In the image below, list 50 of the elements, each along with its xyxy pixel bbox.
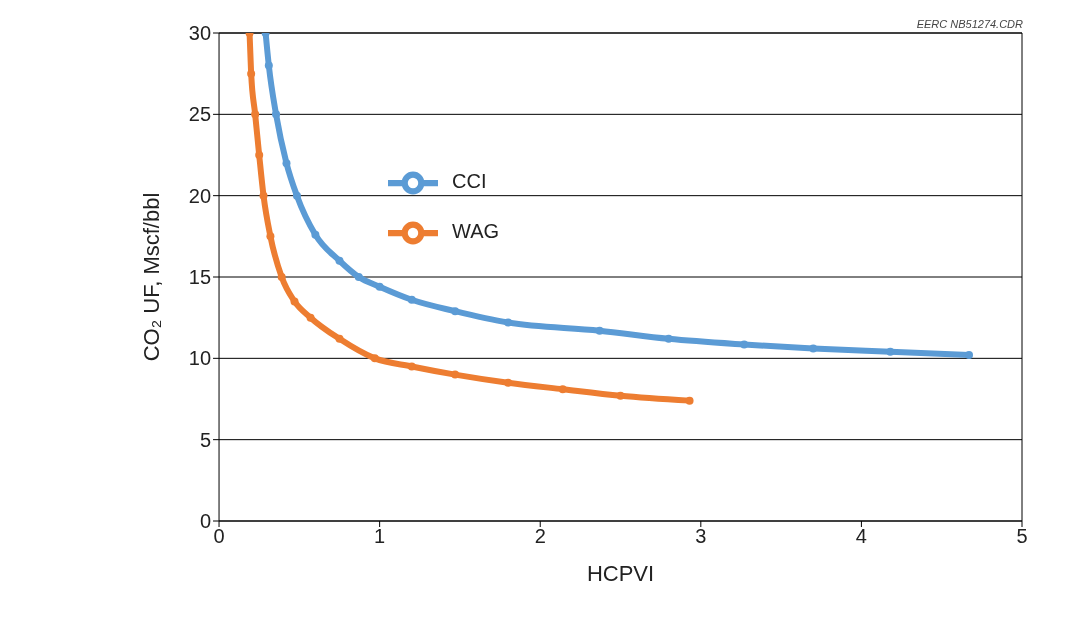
point bbox=[272, 110, 281, 119]
point bbox=[335, 256, 344, 265]
y-tick-label: 15 bbox=[188, 266, 212, 289]
y-axis-title: CO₂ UF, Mscf/bbl bbox=[139, 192, 165, 362]
point bbox=[616, 391, 625, 400]
point bbox=[558, 385, 567, 394]
point bbox=[407, 362, 416, 371]
x-axis-title: HCPVI bbox=[586, 561, 655, 586]
point bbox=[266, 232, 275, 241]
point bbox=[504, 318, 513, 327]
point bbox=[375, 282, 384, 291]
y-tick-label: 25 bbox=[188, 103, 212, 126]
point bbox=[886, 347, 895, 356]
point bbox=[740, 340, 749, 349]
point bbox=[451, 307, 460, 316]
point bbox=[335, 334, 344, 343]
point bbox=[595, 326, 604, 335]
legend-label: WAG bbox=[452, 220, 500, 243]
point bbox=[251, 110, 260, 119]
point bbox=[264, 61, 273, 70]
point bbox=[277, 273, 286, 281]
point bbox=[685, 396, 694, 405]
point bbox=[292, 191, 301, 200]
point bbox=[282, 159, 291, 168]
y-tick-label: 30 bbox=[188, 22, 212, 45]
point bbox=[664, 334, 673, 343]
legend-label: CCI bbox=[452, 170, 487, 193]
point bbox=[247, 69, 256, 78]
point bbox=[255, 151, 264, 159]
x-tick-label: 1 bbox=[374, 525, 386, 548]
point bbox=[451, 370, 460, 379]
point bbox=[965, 351, 973, 360]
x-tick-label: 5 bbox=[1016, 525, 1028, 548]
point bbox=[370, 354, 379, 363]
point bbox=[306, 313, 315, 322]
point bbox=[354, 273, 363, 281]
y-tick-label: 20 bbox=[188, 184, 212, 207]
y-tick-label: 10 bbox=[188, 347, 212, 370]
y-tick-label: 0 bbox=[199, 510, 212, 533]
x-tick-label: 4 bbox=[855, 525, 867, 548]
x-tick-label: 3 bbox=[695, 525, 707, 548]
point bbox=[290, 297, 299, 306]
text: EERC NB51274.CDR bbox=[916, 18, 1023, 30]
point bbox=[311, 230, 320, 239]
x-tick-label: 2 bbox=[534, 525, 546, 548]
point bbox=[259, 191, 268, 200]
y-tick-label: 5 bbox=[199, 428, 212, 451]
point bbox=[504, 378, 513, 387]
point bbox=[809, 344, 818, 353]
point bbox=[407, 295, 416, 304]
